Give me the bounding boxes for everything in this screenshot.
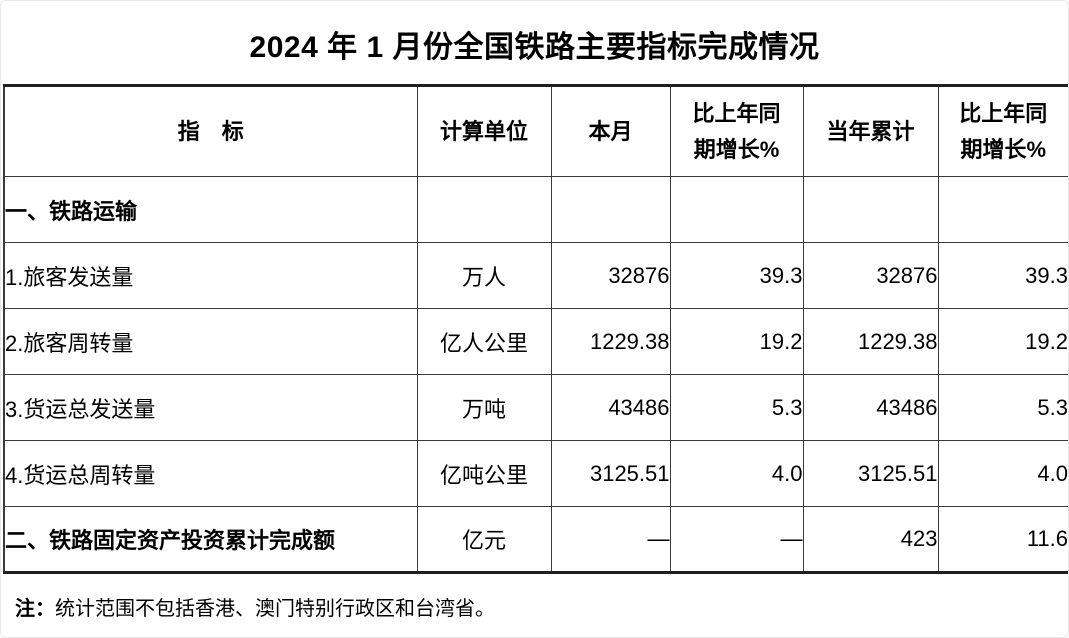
cell-indicator: 2.旅客周转量 <box>3 308 418 375</box>
cell-unit: 亿吨公里 <box>416 440 552 507</box>
cell-ytd-growth: 39.3 <box>937 242 1068 309</box>
cell-ytd-growth: 19.2 <box>937 308 1068 375</box>
footnote: 注：统计范围不包括香港、澳门特别行政区和台湾省。 <box>1 574 1068 621</box>
cell-indicator: 1.旅客发送量 <box>3 242 418 309</box>
cell-month <box>550 176 671 243</box>
cell-ytd: 1229.38 <box>802 308 939 375</box>
cell-month: 3125.51 <box>550 440 671 507</box>
footnote-text: 统计范围不包括香港、澳门特别行政区和台湾省。 <box>55 598 495 620</box>
table-row: 1.旅客发送量 万人 32876 39.3 32876 39.3 <box>3 242 1068 309</box>
table-row: 二、铁路固定资产投资累计完成额 亿元 — — 423 11.6 <box>3 506 1068 573</box>
cell-unit: 亿元 <box>416 506 552 573</box>
cell-month-growth <box>669 176 804 243</box>
indicators-table: 指 标 计算单位 本月 比上年同 期增长% 当年累计 比上年同 期增长% 一、铁… <box>3 84 1068 574</box>
cell-indicator: 一、铁路运输 <box>3 176 418 243</box>
cell-indicator: 4.货运总周转量 <box>3 440 418 507</box>
cell-ytd-growth: 11.6 <box>937 506 1068 573</box>
cell-month-growth: 19.2 <box>669 308 804 375</box>
cell-month-growth: — <box>669 506 804 573</box>
header-month: 本月 <box>550 85 671 177</box>
footnote-label: 注： <box>15 598 55 620</box>
cell-month: 1229.38 <box>550 308 671 375</box>
cell-ytd: 32876 <box>802 242 939 309</box>
cell-unit: 亿人公里 <box>416 308 552 375</box>
header-month-growth: 比上年同 期增长% <box>669 85 804 177</box>
cell-ytd: 423 <box>802 506 939 573</box>
header-ytd: 当年累计 <box>802 85 939 177</box>
header-indicator: 指 标 <box>3 85 418 177</box>
cell-ytd <box>802 176 939 243</box>
cell-ytd-growth: 4.0 <box>937 440 1068 507</box>
header-row: 指 标 计算单位 本月 比上年同 期增长% 当年累计 比上年同 期增长% <box>3 85 1068 177</box>
cell-unit: 万吨 <box>416 374 552 441</box>
page-title: 2024 年 1 月份全国铁路主要指标完成情况 <box>249 31 820 64</box>
cell-unit <box>416 176 552 243</box>
cell-month-growth: 4.0 <box>669 440 804 507</box>
header-unit: 计算单位 <box>416 85 552 177</box>
cell-month-growth: 39.3 <box>669 242 804 309</box>
cell-ytd-growth: 5.3 <box>937 374 1068 441</box>
table-row: 4.货运总周转量 亿吨公里 3125.51 4.0 3125.51 4.0 <box>3 440 1068 507</box>
cell-indicator: 3.货运总发送量 <box>3 374 418 441</box>
table-row: 3.货运总发送量 万吨 43486 5.3 43486 5.3 <box>3 374 1068 441</box>
cell-month: 32876 <box>550 242 671 309</box>
cell-ytd: 43486 <box>802 374 939 441</box>
cell-ytd: 3125.51 <box>802 440 939 507</box>
header-ytd-growth: 比上年同 期增长% <box>937 85 1068 177</box>
cell-month: 43486 <box>550 374 671 441</box>
table-body: 一、铁路运输 1.旅客发送量 万人 32876 39.3 32876 39.3 … <box>3 176 1068 573</box>
cell-indicator: 二、铁路固定资产投资累计完成额 <box>3 506 418 573</box>
table-row: 一、铁路运输 <box>3 176 1068 243</box>
cell-unit: 万人 <box>416 242 552 309</box>
cell-month-growth: 5.3 <box>669 374 804 441</box>
table-header: 指 标 计算单位 本月 比上年同 期增长% 当年累计 比上年同 期增长% <box>3 85 1068 177</box>
table-row: 2.旅客周转量 亿人公里 1229.38 19.2 1229.38 19.2 <box>3 308 1068 375</box>
cell-month: — <box>550 506 671 573</box>
cell-ytd-growth <box>937 176 1068 243</box>
